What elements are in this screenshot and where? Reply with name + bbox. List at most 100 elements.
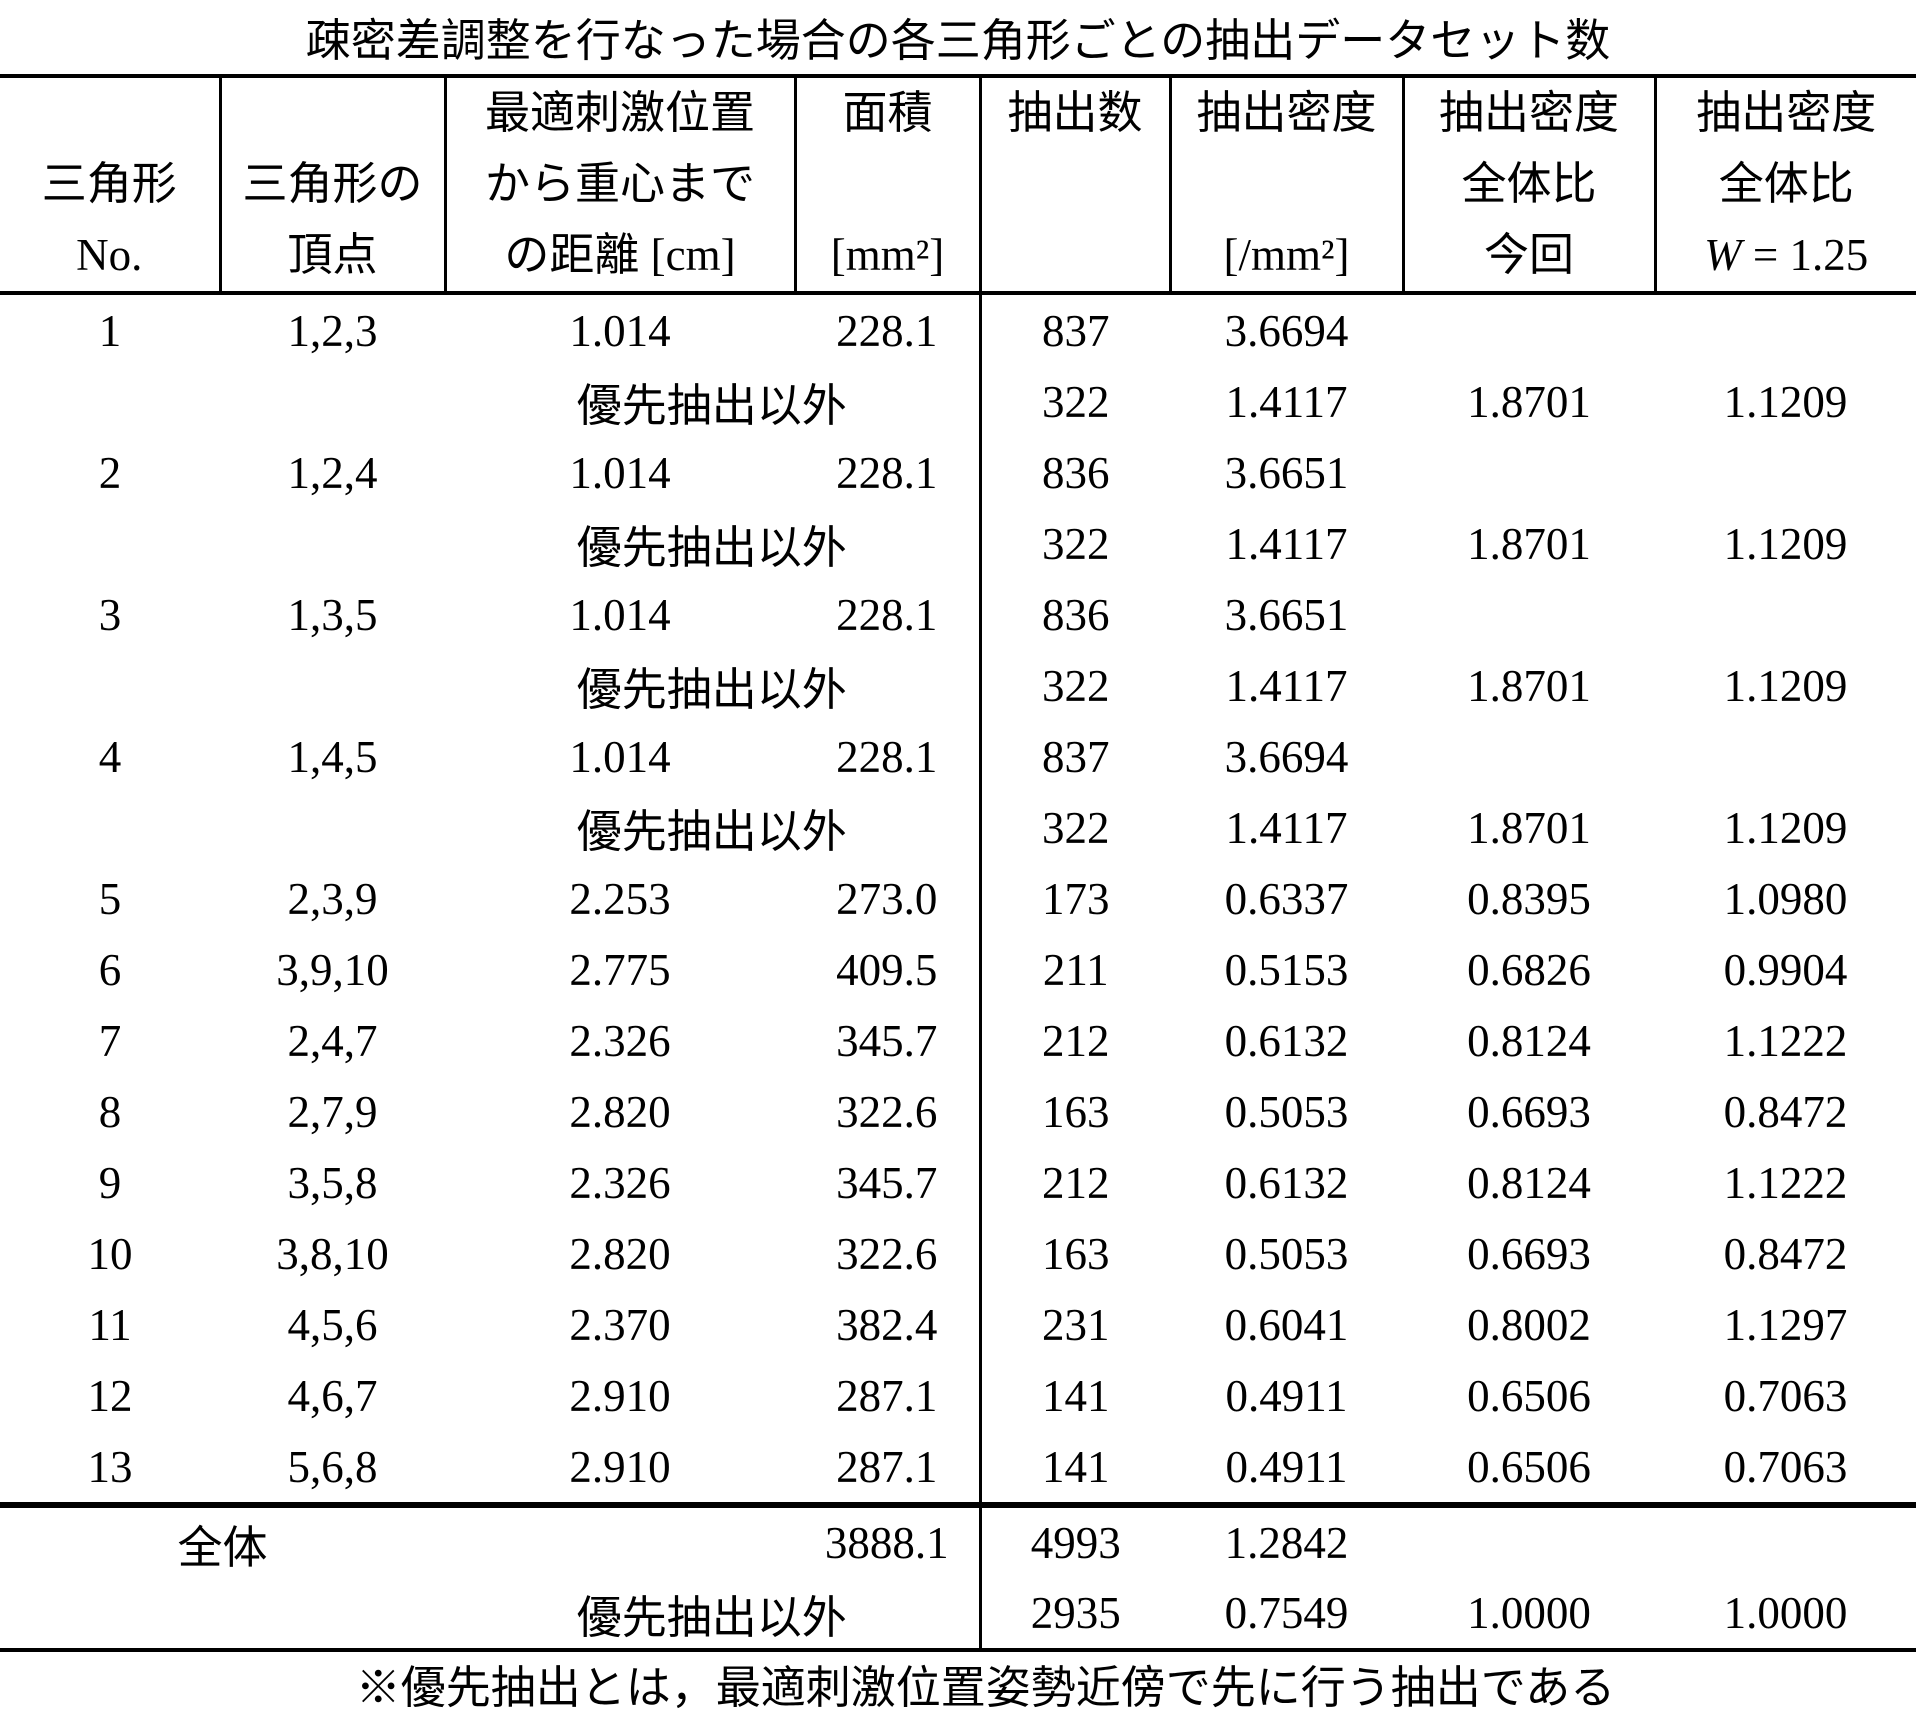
cell-sub-label: 優先抽出以外 (445, 1578, 980, 1652)
cell-count: 2935 (978, 1578, 1170, 1652)
cell-vertices: 1,4,5 (287, 731, 378, 782)
cell-density: 0.4911 (1225, 1441, 1348, 1492)
cell-density: 1.4117 (1225, 518, 1348, 569)
row-triangle-1-sub: 優先抽出以外 322 1.4117 1.8701 1.1209 (0, 366, 1916, 437)
cell-count: 163 (978, 1218, 1170, 1289)
cell-vertices: 2,7,9 (287, 1086, 378, 1137)
cell-ratio-now: 0.6693 (1467, 1228, 1591, 1279)
cell-vertices: 2,4,7 (287, 1015, 378, 1066)
cell-ratio-w: 0.8472 (1723, 1086, 1848, 1137)
row-triangle-5: 5 2,3,9 2.253 273.0 173 0.6337 0.8395 1.… (0, 863, 1916, 934)
cell-no: 2 (98, 447, 122, 498)
cell-ratio-w: 1.1297 (1723, 1299, 1848, 1350)
cell-sub-label: 優先抽出以外 (576, 523, 847, 573)
cell-sub-label: 優先抽出以外 (576, 807, 847, 857)
cell-sub-label: 優先抽出以外 (576, 381, 847, 431)
header-row: 三角形 No. 三角形の 頂点 最適刺激位置 から重心まで の距離 [cm] 面… (0, 76, 1916, 295)
cell-ratio-w: 0.8472 (1723, 1228, 1848, 1279)
cell-density: 3.6694 (1224, 731, 1349, 782)
cell-density: 0.5153 (1224, 944, 1349, 995)
row-triangle-7: 7 2,4,7 2.326 345.7 212 0.6132 0.8124 1.… (0, 1005, 1916, 1076)
cell-ratio-w: 1.1209 (1723, 376, 1848, 427)
cell-density: 0.4911 (1225, 1370, 1348, 1421)
cell-area: 228.1 (836, 305, 938, 356)
col-header-distance: 最適刺激位置 から重心まで の距離 [cm] (443, 76, 795, 295)
cell-vertices: 1,2,3 (287, 305, 378, 356)
cell-empty (1655, 1502, 1916, 1578)
row-triangle-2: 2 1,2,4 1.014 228.1 836 3.6651 (0, 437, 1916, 508)
cell-count: 231 (978, 1289, 1170, 1360)
cell-ratio-w: 0.7063 (1723, 1441, 1848, 1492)
cell-density: 0.7549 (1170, 1578, 1403, 1652)
cell-distance: 2.820 (569, 1228, 671, 1279)
cell-density: 0.6041 (1224, 1299, 1349, 1350)
row-triangle-11: 11 4,5,6 2.370 382.4 231 0.6041 0.8002 1… (0, 1289, 1916, 1360)
w-value: = 1.25 (1741, 230, 1869, 280)
cell-no: 10 (87, 1228, 133, 1279)
cell-count: 4993 (978, 1502, 1170, 1578)
cell-empty (220, 1578, 445, 1652)
cell-ratio-w: 1.1209 (1723, 518, 1848, 569)
cell-density: 1.4117 (1225, 802, 1348, 853)
cell-area: 322.6 (836, 1086, 938, 1137)
cell-vertices: 2,3,9 (287, 873, 378, 924)
cell-empty (0, 1578, 220, 1652)
cell-ratio-now: 0.6693 (1467, 1086, 1591, 1137)
cell-count: 836 (978, 579, 1170, 650)
cell-density: 1.4117 (1225, 376, 1348, 427)
cell-no: 8 (98, 1086, 122, 1137)
cell-vertices: 5,6,8 (287, 1441, 378, 1492)
cell-sub-label: 優先抽出以外 (576, 665, 847, 715)
cell-distance: 2.370 (569, 1299, 671, 1350)
cell-ratio-now (1403, 579, 1655, 650)
cell-ratio-now (1403, 293, 1655, 366)
row-triangle-3-sub: 優先抽出以外 322 1.4117 1.8701 1.1209 (0, 650, 1916, 721)
cell-count: 322 (978, 650, 1170, 721)
row-triangle-9: 9 3,5,8 2.326 345.7 212 0.6132 0.8124 1.… (0, 1147, 1916, 1218)
cell-density: 0.5053 (1224, 1086, 1349, 1137)
row-total-sub: 優先抽出以外 2935 0.7549 1.0000 1.0000 (0, 1578, 1916, 1652)
cell-distance: 2.326 (569, 1157, 671, 1208)
cell-vertices: 3,5,8 (287, 1157, 378, 1208)
cell-no: 5 (98, 873, 122, 924)
row-triangle-4: 4 1,4,5 1.014 228.1 837 3.6694 (0, 721, 1916, 792)
cell-count: 322 (978, 508, 1170, 579)
cell-empty (220, 366, 445, 437)
col-header-vertices: 三角形の 頂点 (218, 76, 445, 295)
cell-no: 7 (98, 1015, 122, 1066)
cell-empty (220, 508, 445, 579)
row-triangle-3: 3 1,3,5 1.014 228.1 836 3.6651 (0, 579, 1916, 650)
cell-no: 11 (88, 1299, 132, 1350)
footnote: ※優先抽出とは，最適刺激位置姿勢近傍で先に行う抽出である (355, 1663, 1616, 1713)
cell-count: 141 (978, 1431, 1170, 1505)
cell-area: 409.5 (836, 944, 938, 995)
cell-distance: 2.326 (569, 1015, 671, 1066)
cell-no: 13 (87, 1441, 133, 1492)
cell-vertices: 3,9,10 (276, 944, 389, 995)
cell-total-label: 全体 (0, 1502, 445, 1578)
cell-ratio-now: 1.8701 (1467, 660, 1591, 711)
cell-ratio-now: 1.8701 (1467, 802, 1591, 853)
cell-ratio-w: 1.0980 (1723, 873, 1848, 924)
cell-no: 6 (98, 944, 122, 995)
cell-ratio-w: 1.1222 (1723, 1015, 1848, 1066)
cell-ratio-w: 1.1222 (1723, 1157, 1848, 1208)
cell-empty (220, 792, 445, 863)
row-triangle-2-sub: 優先抽出以外 322 1.4117 1.8701 1.1209 (0, 508, 1916, 579)
cell-distance: 1.014 (569, 447, 671, 498)
cell-ratio-w (1655, 579, 1916, 650)
col-header-density: 抽出密度 [/mm²] (1168, 76, 1403, 295)
cell-empty (0, 650, 220, 721)
col-header-triangle-no: 三角形 No. (0, 76, 220, 295)
row-triangle-13: 13 5,6,8 2.910 287.1 141 0.4911 0.6506 0… (0, 1431, 1916, 1505)
row-total: 全体 3888.1 4993 1.2842 (0, 1502, 1916, 1578)
cell-density: 1.4117 (1225, 660, 1348, 711)
cell-density: 3.6651 (1224, 589, 1349, 640)
row-triangle-1: 1 1,2,3 1.014 228.1 837 3.6694 (0, 293, 1916, 366)
cell-distance: 2.253 (569, 873, 671, 924)
cell-count: 211 (978, 934, 1170, 1005)
data-table: 三角形 No. 三角形の 頂点 最適刺激位置 から重心まで の距離 [cm] 面… (0, 74, 1916, 1652)
col-header-count: 抽出数 (978, 76, 1170, 295)
cell-density: 3.6694 (1224, 305, 1349, 356)
cell-ratio-w: 1.1209 (1723, 802, 1848, 853)
